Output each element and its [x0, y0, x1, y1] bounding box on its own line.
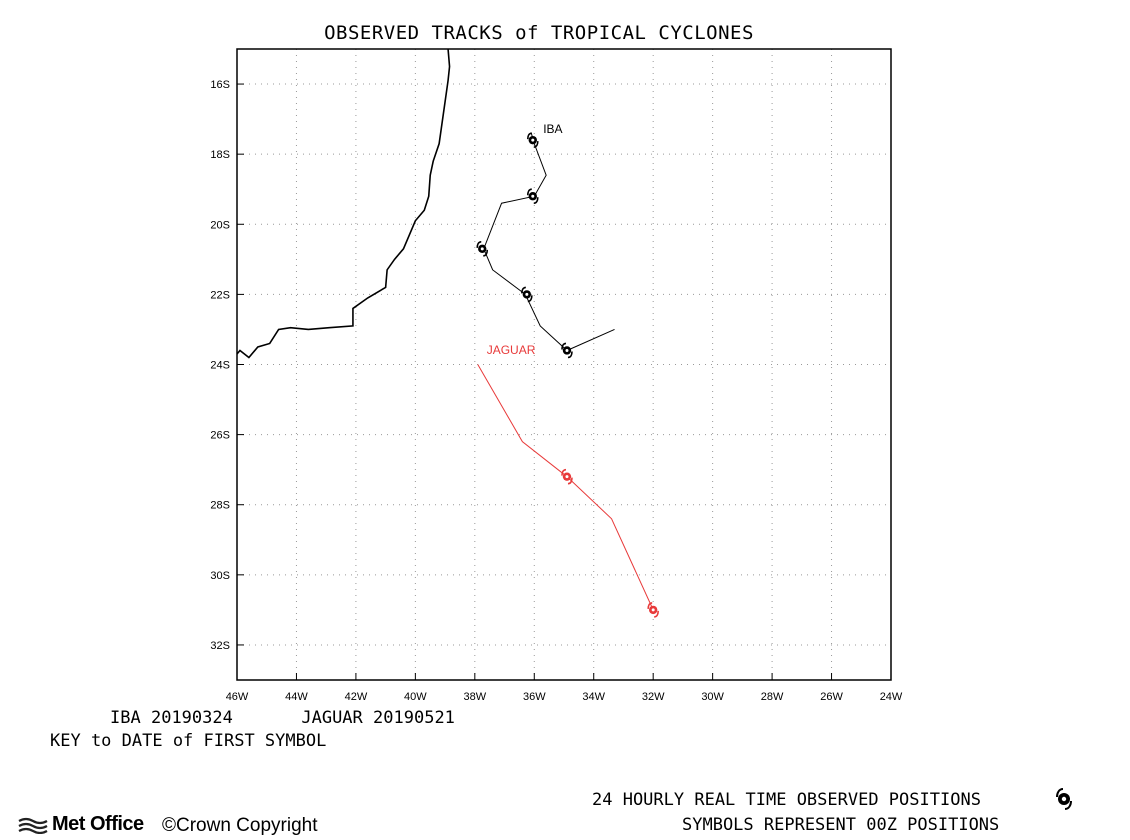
x-tick-label: 44W: [285, 691, 308, 703]
storm-label: IBA: [543, 122, 562, 136]
cyclone-eye: [525, 292, 529, 296]
cyclone-eye: [565, 348, 569, 352]
footer-observed-positions: 24 HOURLY REAL TIME OBSERVED POSITIONS: [592, 790, 981, 810]
y-tick-label: 18S: [210, 149, 230, 161]
key-name: IBA: [110, 708, 141, 728]
x-tick-label: 30W: [701, 691, 724, 703]
x-tick-label: 26W: [820, 691, 843, 703]
y-tick-label: 16S: [210, 79, 230, 91]
key-date: 20190324: [150, 708, 233, 728]
cyclone-symbol: [647, 602, 659, 618]
cyclone-symbol: [476, 241, 489, 257]
storm-track-line: [483, 132, 615, 352]
cyclone-arm: [476, 241, 489, 257]
copyright-notice: ©Crown Copyright: [162, 815, 318, 836]
cyclone-symbol: [561, 342, 573, 359]
cyclone-arm: [561, 468, 573, 485]
x-tick-label: 46W: [226, 691, 249, 703]
key-name: JAGUAR: [301, 708, 363, 728]
cyclone-arm: [561, 342, 573, 359]
storm-jaguar: JAGUAR: [477, 343, 659, 618]
map-frame: [236, 48, 892, 681]
footer-symbols-note: SYMBOLS REPRESENT 00Z POSITIONS: [682, 815, 1000, 835]
key-caption: KEY to DATE of FIRST SYMBOL: [50, 731, 327, 751]
y-tick-label: 30S: [210, 570, 230, 582]
met-office-logo-text: Met Office: [52, 813, 144, 835]
y-tick-label: 26S: [210, 430, 230, 442]
cyclone-eye: [565, 475, 569, 479]
y-tick-label: 20S: [210, 219, 230, 231]
cyclone-eye: [531, 194, 535, 198]
key-entry-iba: IBA 20190324: [110, 708, 233, 728]
graticule: [236, 49, 892, 680]
met-office-logo: Met Office: [18, 813, 144, 836]
cyclone-eye: [531, 138, 535, 142]
x-tick-label: 40W: [404, 691, 427, 703]
x-tick-label: 38W: [464, 691, 487, 703]
key-entries: IBA 20190324 JAGUAR 20190521: [110, 708, 455, 728]
coastline: [236, 48, 451, 359]
x-tick-label: 36W: [523, 691, 546, 703]
key-entry-jaguar: JAGUAR 20190521: [301, 708, 455, 728]
storm-tracks: IBA JAGUAR: [476, 122, 659, 618]
x-tick-label: 34W: [582, 691, 605, 703]
storm-label: JAGUAR: [487, 343, 536, 357]
cyclone-symbol: [521, 286, 533, 303]
cyclone-eye: [651, 608, 655, 612]
tropical-cyclone-symbol-icon: [1056, 788, 1072, 810]
cyclone-arm: [526, 188, 539, 205]
x-tick-label: 42W: [345, 691, 368, 703]
cyclone-symbol: [526, 188, 539, 205]
storm-iba: IBA: [476, 122, 615, 359]
key-date: 20190521: [373, 708, 455, 728]
y-axis-ticks: 16S 18S 20S 22S 24S 26S 28S 30S 32S: [210, 79, 244, 652]
x-tick-label: 32W: [642, 691, 665, 703]
cyclone-eye: [480, 247, 484, 251]
cyclone-symbol: [561, 468, 573, 485]
x-tick-label: 24W: [880, 691, 903, 703]
y-tick-label: 32S: [210, 640, 230, 652]
x-tick-label: 28W: [761, 691, 784, 703]
y-tick-label: 22S: [210, 289, 230, 301]
x-axis-ticks: 46W 44W 42W 40W 38W 36W 34W 32W 30W 28W 26W 24W: [226, 673, 903, 703]
cyclone-arm: [521, 286, 533, 303]
page-title: OBSERVED TRACKS of TROPICAL CYCLONES: [324, 22, 754, 44]
coastline-layer: [236, 48, 451, 359]
cyclone-symbol: [526, 132, 539, 148]
cyclone-arm: [526, 132, 539, 148]
storm-track-line: [477, 364, 654, 611]
met-office-wave-icon: [18, 817, 48, 834]
cyclone-arm: [647, 602, 659, 618]
y-tick-label: 28S: [210, 500, 230, 512]
y-tick-label: 24S: [210, 360, 230, 372]
